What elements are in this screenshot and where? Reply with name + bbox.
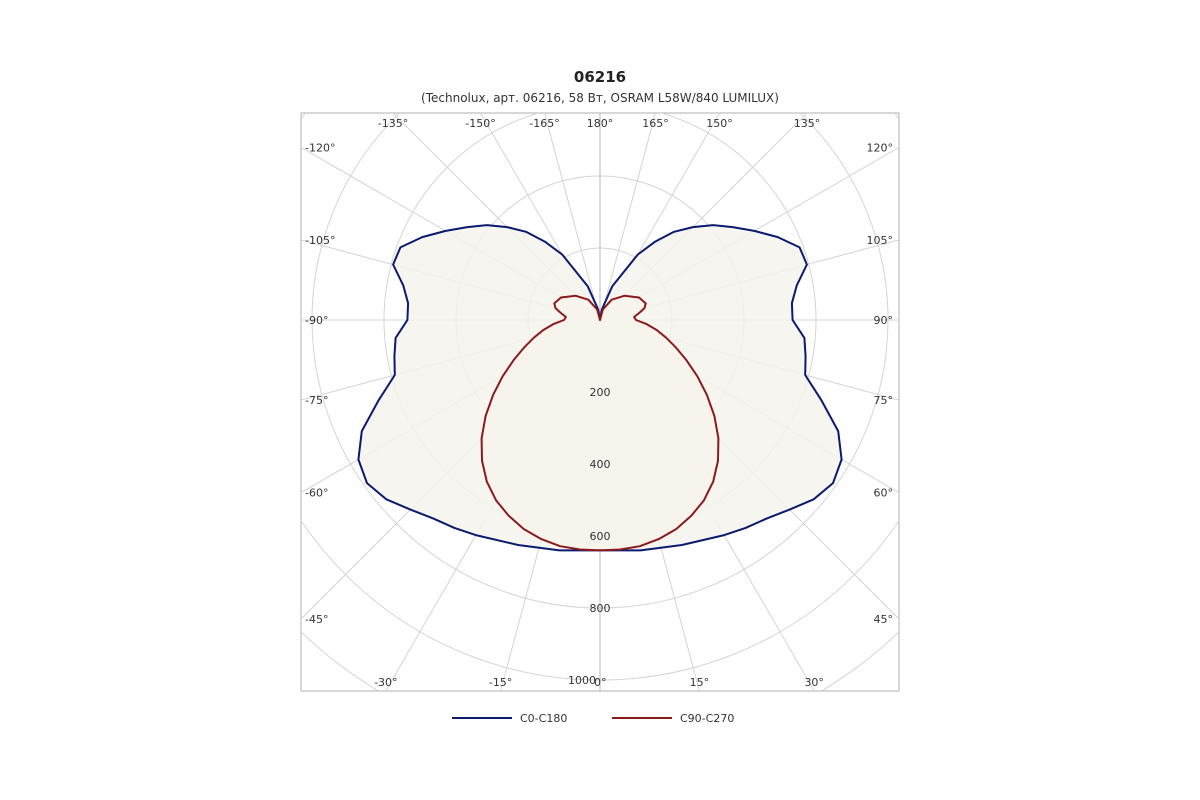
radial-tick-labels: 200 400 600 800 1000 [568,386,611,687]
angle-tick-label: 180° [587,117,614,130]
legend-label: C0-C180 [520,712,567,725]
grid-spoke [479,113,601,321]
angle-tick-label: 60° [874,487,894,500]
angle-tick-label: -165° [529,117,559,130]
angle-tick-label: -75° [305,394,328,407]
radial-tick-label: 400 [590,458,611,471]
grid-spoke [544,113,601,321]
radial-tick-label: 800 [590,602,611,615]
angle-tick-label: 90° [874,314,894,327]
series-line-c90-c270 [480,294,720,552]
series-curves [357,224,843,552]
radial-tick-label: 200 [590,386,611,399]
angle-tick-label: 30° [804,676,824,689]
radial-tick-label: 1000 [568,674,596,687]
angle-tick-label: -45° [305,613,328,626]
angle-tick-label: 120° [867,141,894,154]
grid-spoke [599,113,656,321]
series-fill [481,295,719,551]
chart-title: 06216 [573,68,627,86]
angle-tick-labels: 180° 165° 150° 135° 120° 105° 90° 75° 60° 45° 30° 1… [305,117,893,689]
series-fills [358,225,842,551]
angle-tick-label: 165° [642,117,669,130]
angle-tick-label: 15° [690,676,710,689]
radial-tick-label: 600 [590,530,611,543]
angle-tick-label: -150° [465,117,495,130]
chart-subtitle: (Technolux, арт. 06216, 58 Вт, OSRAM L58… [421,91,779,105]
angle-tick-label: 105° [867,234,894,247]
angle-tick-label: -105° [305,234,335,247]
legend-label: C90-C270 [680,712,734,725]
angle-tick-label: 45° [874,613,894,626]
angle-tick-label: -60° [305,487,328,500]
angle-tick-label: 75° [874,394,894,407]
grid-spoke [599,113,721,321]
angle-tick-label: -120° [305,141,335,154]
angle-tick-label: -30° [374,676,397,689]
angle-tick-label: 150° [706,117,733,130]
angle-tick-label: 135° [794,117,821,130]
legend: C0-C180 C90-C270 [452,712,734,725]
angle-tick-label: -15° [489,676,512,689]
angle-tick-label: -90° [305,314,328,327]
angle-tick-label: 0° [594,676,607,689]
angle-tick-label: -135° [378,117,408,130]
